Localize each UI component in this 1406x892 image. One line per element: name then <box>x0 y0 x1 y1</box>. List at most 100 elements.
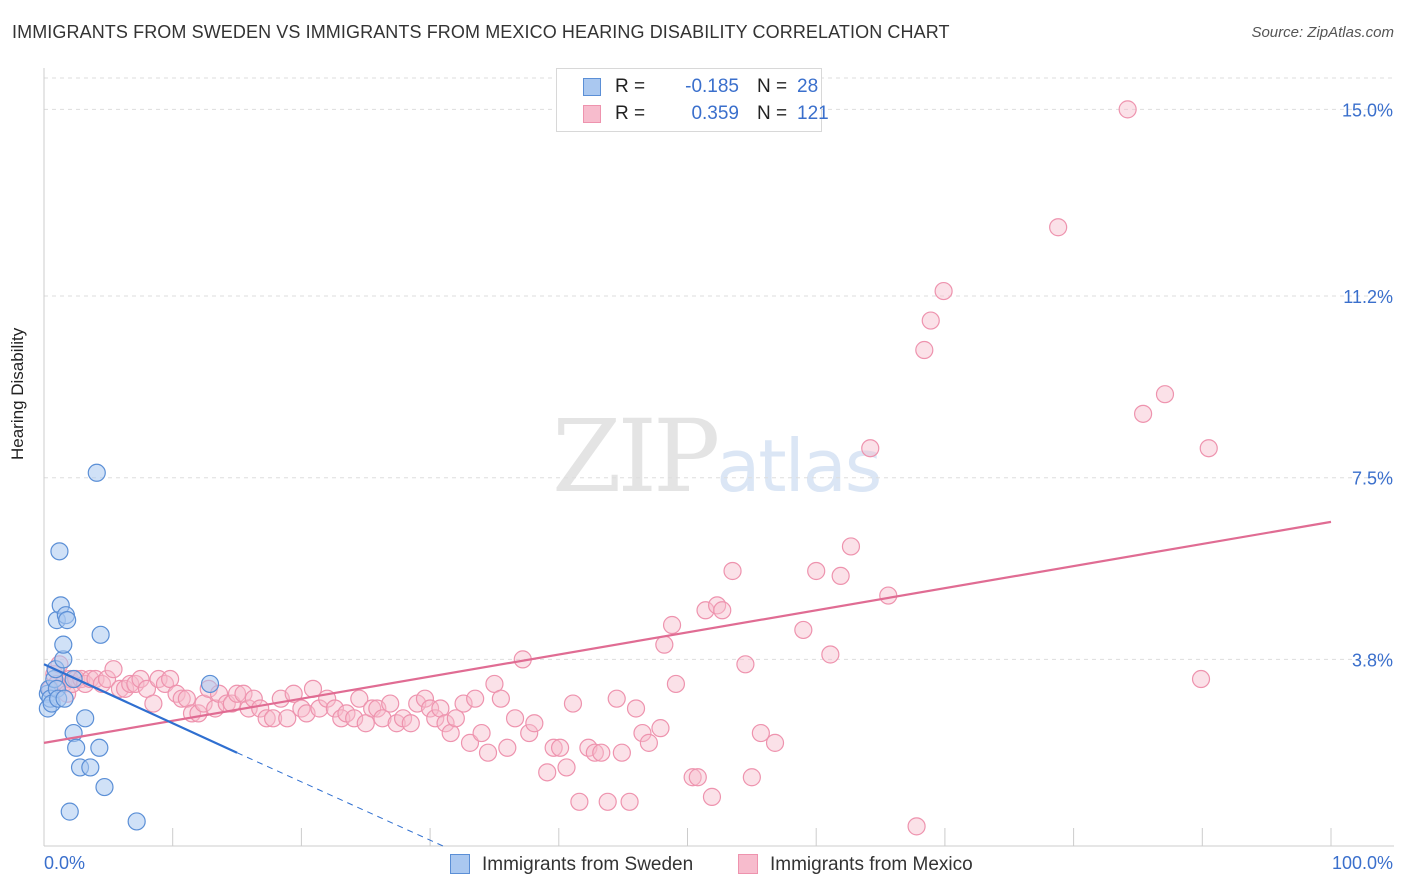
legend-n-label: N = <box>757 76 788 97</box>
x-tick-label-min: 0.0% <box>44 853 85 873</box>
mexico-point <box>155 674 175 694</box>
sweden-trend-extension <box>236 752 444 847</box>
legend-n-value: 121 <box>797 103 829 124</box>
mexico-point <box>639 733 658 752</box>
mexico-point <box>227 684 247 703</box>
mexico-point <box>284 684 303 703</box>
sweden-point <box>200 674 220 694</box>
bottom-legend-swatch-mexico <box>738 854 758 874</box>
mexico-point <box>1199 439 1218 458</box>
watermark-zip: ZIP <box>552 398 720 515</box>
trend-lines <box>43 520 1332 847</box>
mexico-point <box>310 699 329 718</box>
legend-n-label: N = <box>757 103 788 124</box>
mexico-point <box>713 601 732 620</box>
y-tick-label: 15.0% <box>1342 100 1393 120</box>
mexico-point <box>592 743 611 762</box>
mexico-point <box>167 684 186 703</box>
mexico-point <box>415 689 435 708</box>
legend-swatch-mexico <box>583 105 601 123</box>
sweden-trend-line <box>43 663 238 754</box>
mexico-point <box>921 311 940 330</box>
mexico-point <box>620 792 639 811</box>
mexico-point <box>426 709 445 728</box>
mexico-point <box>688 768 707 787</box>
sweden-point <box>95 777 114 797</box>
mexico-point <box>831 566 850 586</box>
y-tick-label: 11.2% <box>1343 287 1393 307</box>
tick-labels: 3.8% 7.5% 11.2% 15.0% 0.0% 100.0% <box>44 100 1393 873</box>
mexico-point <box>934 281 953 301</box>
x-tick-label-max: 100.0% <box>1332 853 1393 873</box>
mexico-point <box>472 723 491 743</box>
watermark-atlas: atlas <box>716 424 882 508</box>
mexico-point <box>633 723 652 743</box>
sweden-point <box>91 625 110 644</box>
mexico-point <box>821 645 840 664</box>
mexico-point <box>144 694 163 713</box>
source-label: Source: ZipAtlas.com <box>1251 24 1394 41</box>
mexico-point <box>505 709 525 728</box>
mexico-point <box>401 714 420 733</box>
y-tick-label: 3.8% <box>1352 650 1393 670</box>
mexico-trend-line <box>43 520 1332 744</box>
bottom-legend-label-mexico: Immigrants from Mexico <box>770 854 973 875</box>
mexico-point <box>841 537 861 556</box>
mexico-point <box>598 792 617 811</box>
legend-r-label: R = <box>615 103 646 124</box>
mexico-point <box>172 689 191 708</box>
sweden-point <box>55 689 74 708</box>
axes <box>43 68 1394 847</box>
legend-n-value: 28 <box>797 76 819 97</box>
mexico-point <box>131 669 150 689</box>
mexico-point <box>662 615 682 635</box>
mexico-point <box>115 679 135 698</box>
mexico-point <box>570 792 589 811</box>
mexico-point <box>345 709 364 728</box>
legend-swatch-sweden <box>583 78 601 96</box>
mexico-point <box>121 674 140 694</box>
mexico-point <box>263 709 283 728</box>
mexico-point <box>742 768 761 787</box>
mexico-point <box>807 561 826 581</box>
sweden-point <box>54 635 73 654</box>
mexico-point <box>350 689 369 708</box>
y-axis-label: Hearing Disability <box>8 327 27 460</box>
mexico-points <box>41 100 1218 836</box>
mexico-point <box>1118 100 1137 119</box>
mexico-point <box>626 699 646 718</box>
mexico-point <box>454 694 473 713</box>
mexico-point <box>257 709 276 728</box>
mexico-point <box>381 694 400 713</box>
mexico-point <box>525 714 544 733</box>
mexico-point <box>607 689 626 708</box>
mexico-point <box>708 596 727 615</box>
sweden-point <box>81 758 100 777</box>
mexico-point <box>655 635 674 654</box>
mexico-point <box>736 655 755 674</box>
sweden-point <box>76 709 95 728</box>
mexico-point <box>879 586 898 605</box>
mexico-point <box>325 699 344 718</box>
sweden-points <box>38 463 220 831</box>
mexico-point <box>702 787 722 806</box>
gridlines <box>44 77 1394 660</box>
sweden-point <box>127 812 146 831</box>
mexico-point <box>292 699 311 718</box>
mexico-point <box>436 714 455 733</box>
mexico-point <box>538 763 557 782</box>
mexico-point <box>666 674 686 694</box>
mexico-point <box>373 709 392 728</box>
mexico-point <box>550 738 570 757</box>
watermark: ZIPatlas <box>552 398 882 515</box>
mexico-point <box>97 669 117 689</box>
mexico-point <box>585 743 604 762</box>
mexico-point <box>861 439 880 458</box>
legend-r-value: 0.359 <box>691 103 739 124</box>
mexico-point <box>723 561 742 581</box>
chart-title: IMMIGRANTS FROM SWEDEN VS IMMIGRANTS FRO… <box>12 22 950 42</box>
mexico-point <box>466 689 485 708</box>
y-tick-label: 7.5% <box>1352 469 1393 489</box>
correlation-legend: R = -0.185 N = 28 R = 0.359 N = 121 <box>556 68 829 132</box>
